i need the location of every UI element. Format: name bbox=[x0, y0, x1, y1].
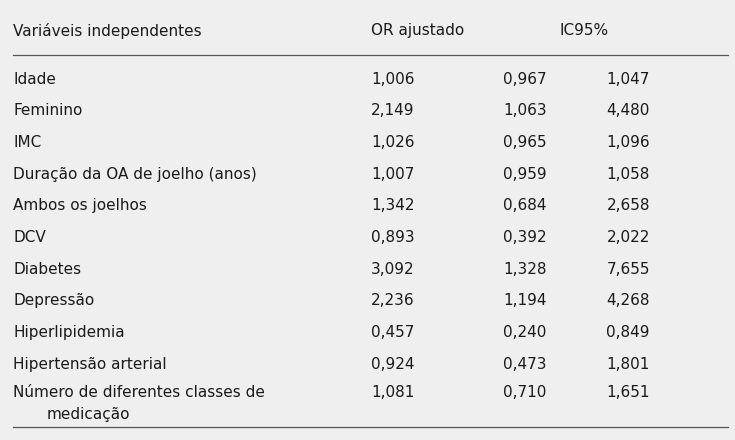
Text: 2,022: 2,022 bbox=[606, 230, 650, 245]
Text: 1,006: 1,006 bbox=[371, 72, 415, 87]
Text: 2,658: 2,658 bbox=[606, 198, 650, 213]
Text: 1,047: 1,047 bbox=[606, 72, 650, 87]
Text: IMC: IMC bbox=[13, 135, 41, 150]
Text: Idade: Idade bbox=[13, 72, 56, 87]
Text: 1,328: 1,328 bbox=[503, 262, 547, 277]
Text: 4,268: 4,268 bbox=[606, 293, 650, 308]
Text: medicação: medicação bbox=[46, 407, 130, 422]
Text: Depressão: Depressão bbox=[13, 293, 95, 308]
Text: 0,684: 0,684 bbox=[503, 198, 547, 213]
Text: 1,007: 1,007 bbox=[371, 167, 415, 182]
Text: Feminino: Feminino bbox=[13, 103, 82, 118]
Text: OR ajustado: OR ajustado bbox=[371, 23, 465, 38]
Text: 1,096: 1,096 bbox=[606, 135, 650, 150]
Text: 0,959: 0,959 bbox=[503, 167, 547, 182]
Text: 1,026: 1,026 bbox=[371, 135, 415, 150]
Text: 0,710: 0,710 bbox=[503, 385, 547, 400]
Text: IC95%: IC95% bbox=[560, 23, 609, 38]
Text: 1,342: 1,342 bbox=[371, 198, 415, 213]
Text: 7,655: 7,655 bbox=[606, 262, 650, 277]
Text: 1,651: 1,651 bbox=[606, 385, 650, 400]
Text: DCV: DCV bbox=[13, 230, 46, 245]
Text: 0,893: 0,893 bbox=[371, 230, 415, 245]
Text: 0,240: 0,240 bbox=[503, 325, 547, 340]
Text: 2,236: 2,236 bbox=[371, 293, 415, 308]
Text: Ambos os joelhos: Ambos os joelhos bbox=[13, 198, 147, 213]
Text: 0,849: 0,849 bbox=[606, 325, 650, 340]
Text: 1,801: 1,801 bbox=[606, 357, 650, 372]
Text: Duração da OA de joelho (anos): Duração da OA de joelho (anos) bbox=[13, 167, 257, 182]
Text: 2,149: 2,149 bbox=[371, 103, 415, 118]
Text: 0,924: 0,924 bbox=[371, 357, 415, 372]
Text: Diabetes: Diabetes bbox=[13, 262, 82, 277]
Text: 1,194: 1,194 bbox=[503, 293, 547, 308]
Text: Variáveis independentes: Variáveis independentes bbox=[13, 23, 202, 39]
Text: 0,965: 0,965 bbox=[503, 135, 547, 150]
Text: 0,473: 0,473 bbox=[503, 357, 547, 372]
Text: 4,480: 4,480 bbox=[606, 103, 650, 118]
Text: 1,058: 1,058 bbox=[606, 167, 650, 182]
Text: Hiperlipidemia: Hiperlipidemia bbox=[13, 325, 125, 340]
Text: 1,063: 1,063 bbox=[503, 103, 547, 118]
Text: Número de diferentes classes de: Número de diferentes classes de bbox=[13, 385, 265, 400]
Text: 3,092: 3,092 bbox=[371, 262, 415, 277]
Text: 0,457: 0,457 bbox=[371, 325, 415, 340]
Text: 0,967: 0,967 bbox=[503, 72, 547, 87]
Text: 0,392: 0,392 bbox=[503, 230, 547, 245]
Text: 1,081: 1,081 bbox=[371, 385, 415, 400]
Text: Hipertensão arterial: Hipertensão arterial bbox=[13, 357, 167, 372]
